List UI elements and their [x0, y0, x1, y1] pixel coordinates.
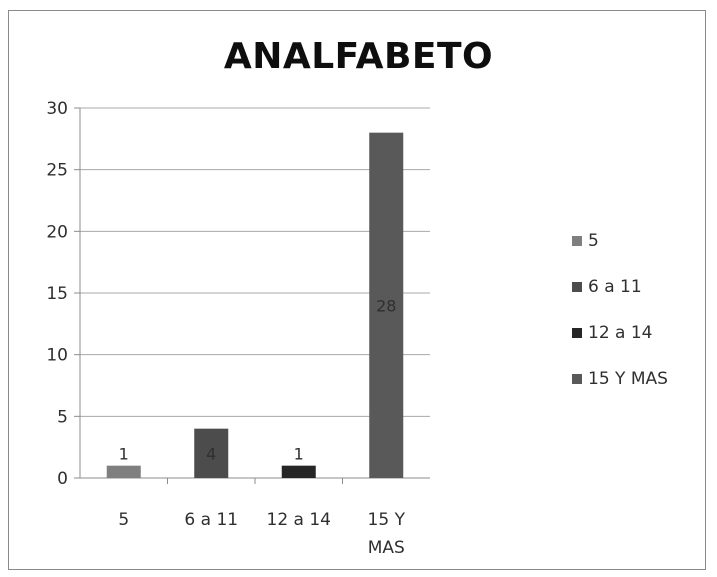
legend-item: 5: [572, 218, 712, 264]
data-label: 4: [206, 444, 216, 463]
data-label: 1: [119, 445, 129, 464]
x-tick-label: 6 a 11: [184, 510, 238, 530]
bar: [106, 465, 141, 478]
legend-swatch: [572, 236, 582, 246]
legend-label: 15 Y MAS: [588, 369, 668, 389]
legend-swatch: [572, 328, 582, 338]
y-tick-label: 25: [46, 161, 68, 181]
x-tick-label: 5: [118, 510, 129, 530]
chart-title: ANALFABETO: [223, 36, 494, 77]
x-tick-label: 12 a 14: [267, 510, 332, 530]
data-label: 28: [376, 296, 396, 315]
y-tick-label: 15: [46, 284, 68, 304]
legend-swatch: [572, 374, 582, 384]
legend-label: 5: [588, 231, 599, 251]
data-label: 1: [294, 445, 304, 464]
bar: [369, 132, 404, 478]
bar: [194, 428, 229, 478]
x-tick-label: 15 Y MAS: [368, 510, 406, 558]
legend-item: 15 Y MAS: [572, 356, 712, 402]
y-tick-label: 10: [46, 346, 68, 366]
y-tick-label: 30: [46, 99, 68, 119]
legend-label: 12 a 14: [588, 323, 653, 343]
legend-item: 12 a 14: [572, 310, 712, 356]
legend-label: 6 a 11: [588, 277, 642, 297]
y-tick-label: 20: [46, 222, 68, 242]
y-tick-label: 5: [57, 407, 68, 427]
bar: [281, 465, 316, 478]
y-tick-label: 0: [57, 469, 68, 489]
legend-item: 6 a 11: [572, 264, 712, 310]
chart-legend: 5 6 a 11 12 a 14 15 Y MAS: [572, 218, 712, 402]
legend-swatch: [572, 282, 582, 292]
